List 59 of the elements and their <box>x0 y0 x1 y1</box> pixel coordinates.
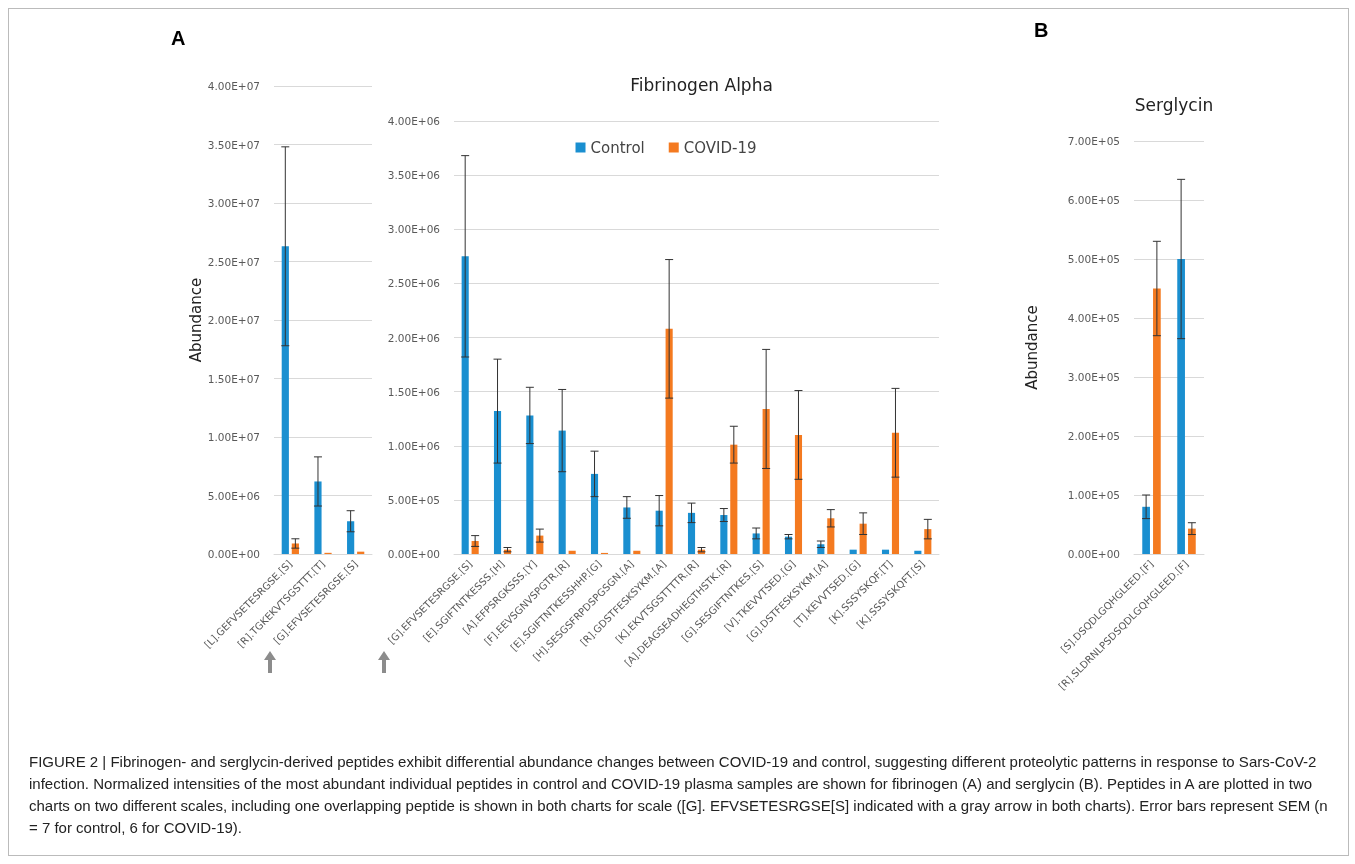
chart-title: Fibrinogen Alpha <box>630 74 773 95</box>
y-tick-label: 3.50E+07 <box>207 138 260 151</box>
text: B <box>1034 19 1049 42</box>
y-tick-label: 2.50E+07 <box>207 255 260 268</box>
bar <box>526 415 534 554</box>
y-axis-title: Abundance <box>1022 305 1041 390</box>
bar <box>623 507 631 554</box>
caption: FIGURE 2 | Fibrinogen- and serglycin-derived peptides exhibit differential abundance changes between COVID-19 and control, suggesting different proteolytic patterns in response to Sars-CoV-2 infection. Normalized intensities of the most abundant individual peptides in control and COVID-19 plasma samples are shown for fibrinogen (A) and serglycin (B). Peptides in A are plotted in two charts on two different scales, including one overlapping peptide is shown in both charts for scale ([G]. EFVSETESRGSE[S] indicated with a gray arrow in both charts). Error bars represent SEM (n = 7 for control, 6 for COVID-19). <box>29 752 1329 838</box>
y-tick-label: 2.50E+06 <box>387 277 441 290</box>
bar <box>461 256 469 554</box>
bar <box>924 529 932 554</box>
y-tick-label: 1.00E+07 <box>207 431 260 443</box>
y-tick-label: 0.00E+00 <box>1067 548 1120 560</box>
bar <box>347 521 355 554</box>
bar <box>1153 288 1161 554</box>
y-tick-label: 4.00E+07 <box>207 80 260 92</box>
y-tick-label: 4.00E+05 <box>1067 312 1120 324</box>
bar <box>1188 528 1196 554</box>
bar <box>752 533 760 554</box>
y-tick-label: 7.00E+05 <box>1067 135 1120 147</box>
text: A <box>171 27 186 50</box>
bar <box>720 515 728 554</box>
y-tick-label: 5.00E+05 <box>387 493 440 506</box>
y-tick-label: 0.00E+00 <box>207 548 260 560</box>
bar <box>1177 259 1185 554</box>
bar <box>590 473 599 554</box>
y-tick-label: 2.00E+05 <box>1067 430 1120 442</box>
y-tick-label: 2.00E+07 <box>207 314 260 326</box>
bar <box>281 246 289 554</box>
bar <box>568 550 576 554</box>
bar <box>794 434 803 554</box>
y-tick-label: 2.00E+06 <box>387 331 441 344</box>
legend-label: COVID-19 <box>683 138 757 157</box>
y-tick-label: 1.50E+06 <box>387 385 441 398</box>
bar <box>1142 506 1150 554</box>
y-tick-label: 3.50E+06 <box>387 169 441 182</box>
bar <box>827 518 835 554</box>
legend-label: Control <box>590 138 645 157</box>
y-tick-label: 5.00E+06 <box>207 489 261 502</box>
y-tick-label: 5.00E+05 <box>1067 253 1120 265</box>
y-tick-label: 4.00E+06 <box>387 115 441 127</box>
y-tick-label: 1.50E+07 <box>207 372 260 385</box>
bar <box>784 536 793 554</box>
bar <box>687 512 696 554</box>
y-tick-label: 3.00E+06 <box>387 223 441 236</box>
bar <box>730 444 738 554</box>
y-tick-label: 1.00E+05 <box>1067 489 1120 501</box>
y-tick-label: 6.00E+05 <box>1067 194 1120 206</box>
y-tick-label: 1.00E+06 <box>387 439 441 452</box>
y-tick-label: 0.00E+00 <box>387 548 440 560</box>
bar <box>633 550 641 554</box>
y-tick-label: 3.00E+07 <box>207 197 260 209</box>
bar <box>914 550 922 554</box>
y-axis-title: Abundance <box>187 277 206 363</box>
bar <box>558 430 566 554</box>
y-tick-label: 3.00E+05 <box>1067 371 1120 383</box>
bar <box>881 549 890 554</box>
chart-title: Serglycin <box>1134 94 1214 115</box>
bar <box>849 549 857 554</box>
